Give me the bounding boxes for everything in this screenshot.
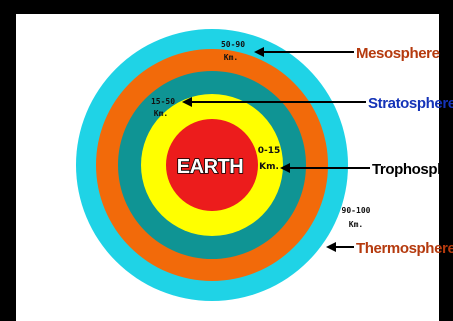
mesosphere-arrowhead xyxy=(254,47,264,57)
troposphere-range: 0-15 xyxy=(258,146,281,156)
mesosphere-range: 50-90 xyxy=(221,40,245,49)
troposphere-range-unit: Km. xyxy=(259,162,279,172)
stratosphere-arrowhead xyxy=(182,97,192,107)
thermosphere-range: 90-100 xyxy=(342,206,371,215)
thermosphere-label: Thermosphere xyxy=(356,240,453,257)
mesosphere-range-unit: Km. xyxy=(224,53,238,62)
stratosphere-range: 15-50 xyxy=(151,97,175,106)
earth-label: EARTH xyxy=(177,156,243,178)
troposphere-arrowhead xyxy=(280,163,290,173)
stratosphere-range-unit: Km. xyxy=(154,109,168,118)
thermosphere-range-unit: Km. xyxy=(349,220,363,229)
troposphere-label: Trophosphere xyxy=(372,161,453,178)
stratosphere-label: Stratosphere xyxy=(368,95,453,112)
mesosphere-label: Mesosphere xyxy=(356,45,440,62)
earth-core xyxy=(166,119,258,211)
thermosphere-arrowhead xyxy=(326,242,336,252)
